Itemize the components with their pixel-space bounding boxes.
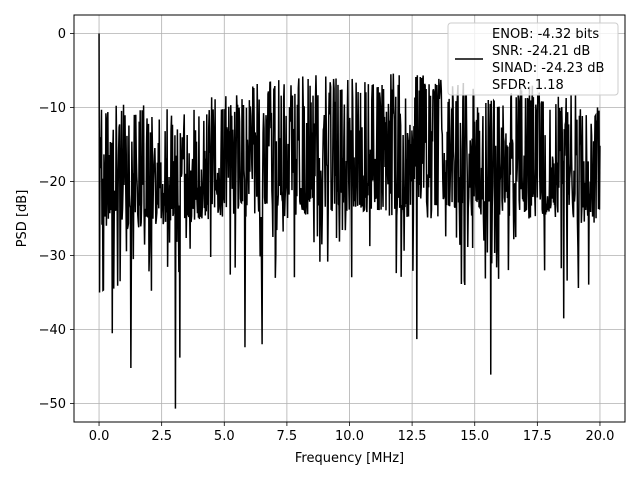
y-tick-label: −20: [39, 175, 66, 190]
y-axis-label: PSD [dB]: [15, 190, 30, 248]
legend-box: [447, 22, 619, 96]
y-tick-label: 0: [58, 27, 66, 42]
legend-entry-sinad: SINAD: -24.23 dB: [492, 61, 604, 76]
x-tick-label: 2.5: [151, 429, 172, 444]
y-axis-ticks: 0 −10 −20 −30 −40 −50: [39, 27, 74, 412]
y-tick-label: −40: [39, 323, 66, 338]
legend-entry-enob: ENOB: -4.32 bits: [492, 27, 599, 42]
legend-entry-sfdr: SFDR: 1.18: [492, 78, 564, 93]
y-tick-label: −10: [39, 101, 66, 116]
y-tick-label: −30: [39, 249, 66, 264]
x-tick-label: 15.0: [460, 429, 489, 444]
plot-area: [98, 33, 601, 409]
x-axis-ticks: 0.0 2.5 5.0 7.5 10.0 12.5 15.0 17.5 20.0: [89, 422, 614, 444]
x-axis-label: Frequency [MHz]: [295, 451, 404, 466]
legend: ENOB: -4.32 bits SNR: -24.21 dB SINAD: -…: [447, 22, 619, 96]
x-tick-label: 7.5: [277, 429, 298, 444]
x-tick-label: 0.0: [89, 429, 110, 444]
x-tick-label: 17.5: [523, 429, 552, 444]
x-tick-label: 10.0: [335, 429, 364, 444]
x-tick-label: 12.5: [398, 429, 427, 444]
y-tick-label: −50: [39, 397, 66, 412]
x-tick-label: 20.0: [585, 429, 614, 444]
x-tick-label: 5.0: [214, 429, 235, 444]
series-line-psd: [98, 33, 601, 409]
legend-entry-snr: SNR: -24.21 dB: [492, 44, 590, 59]
